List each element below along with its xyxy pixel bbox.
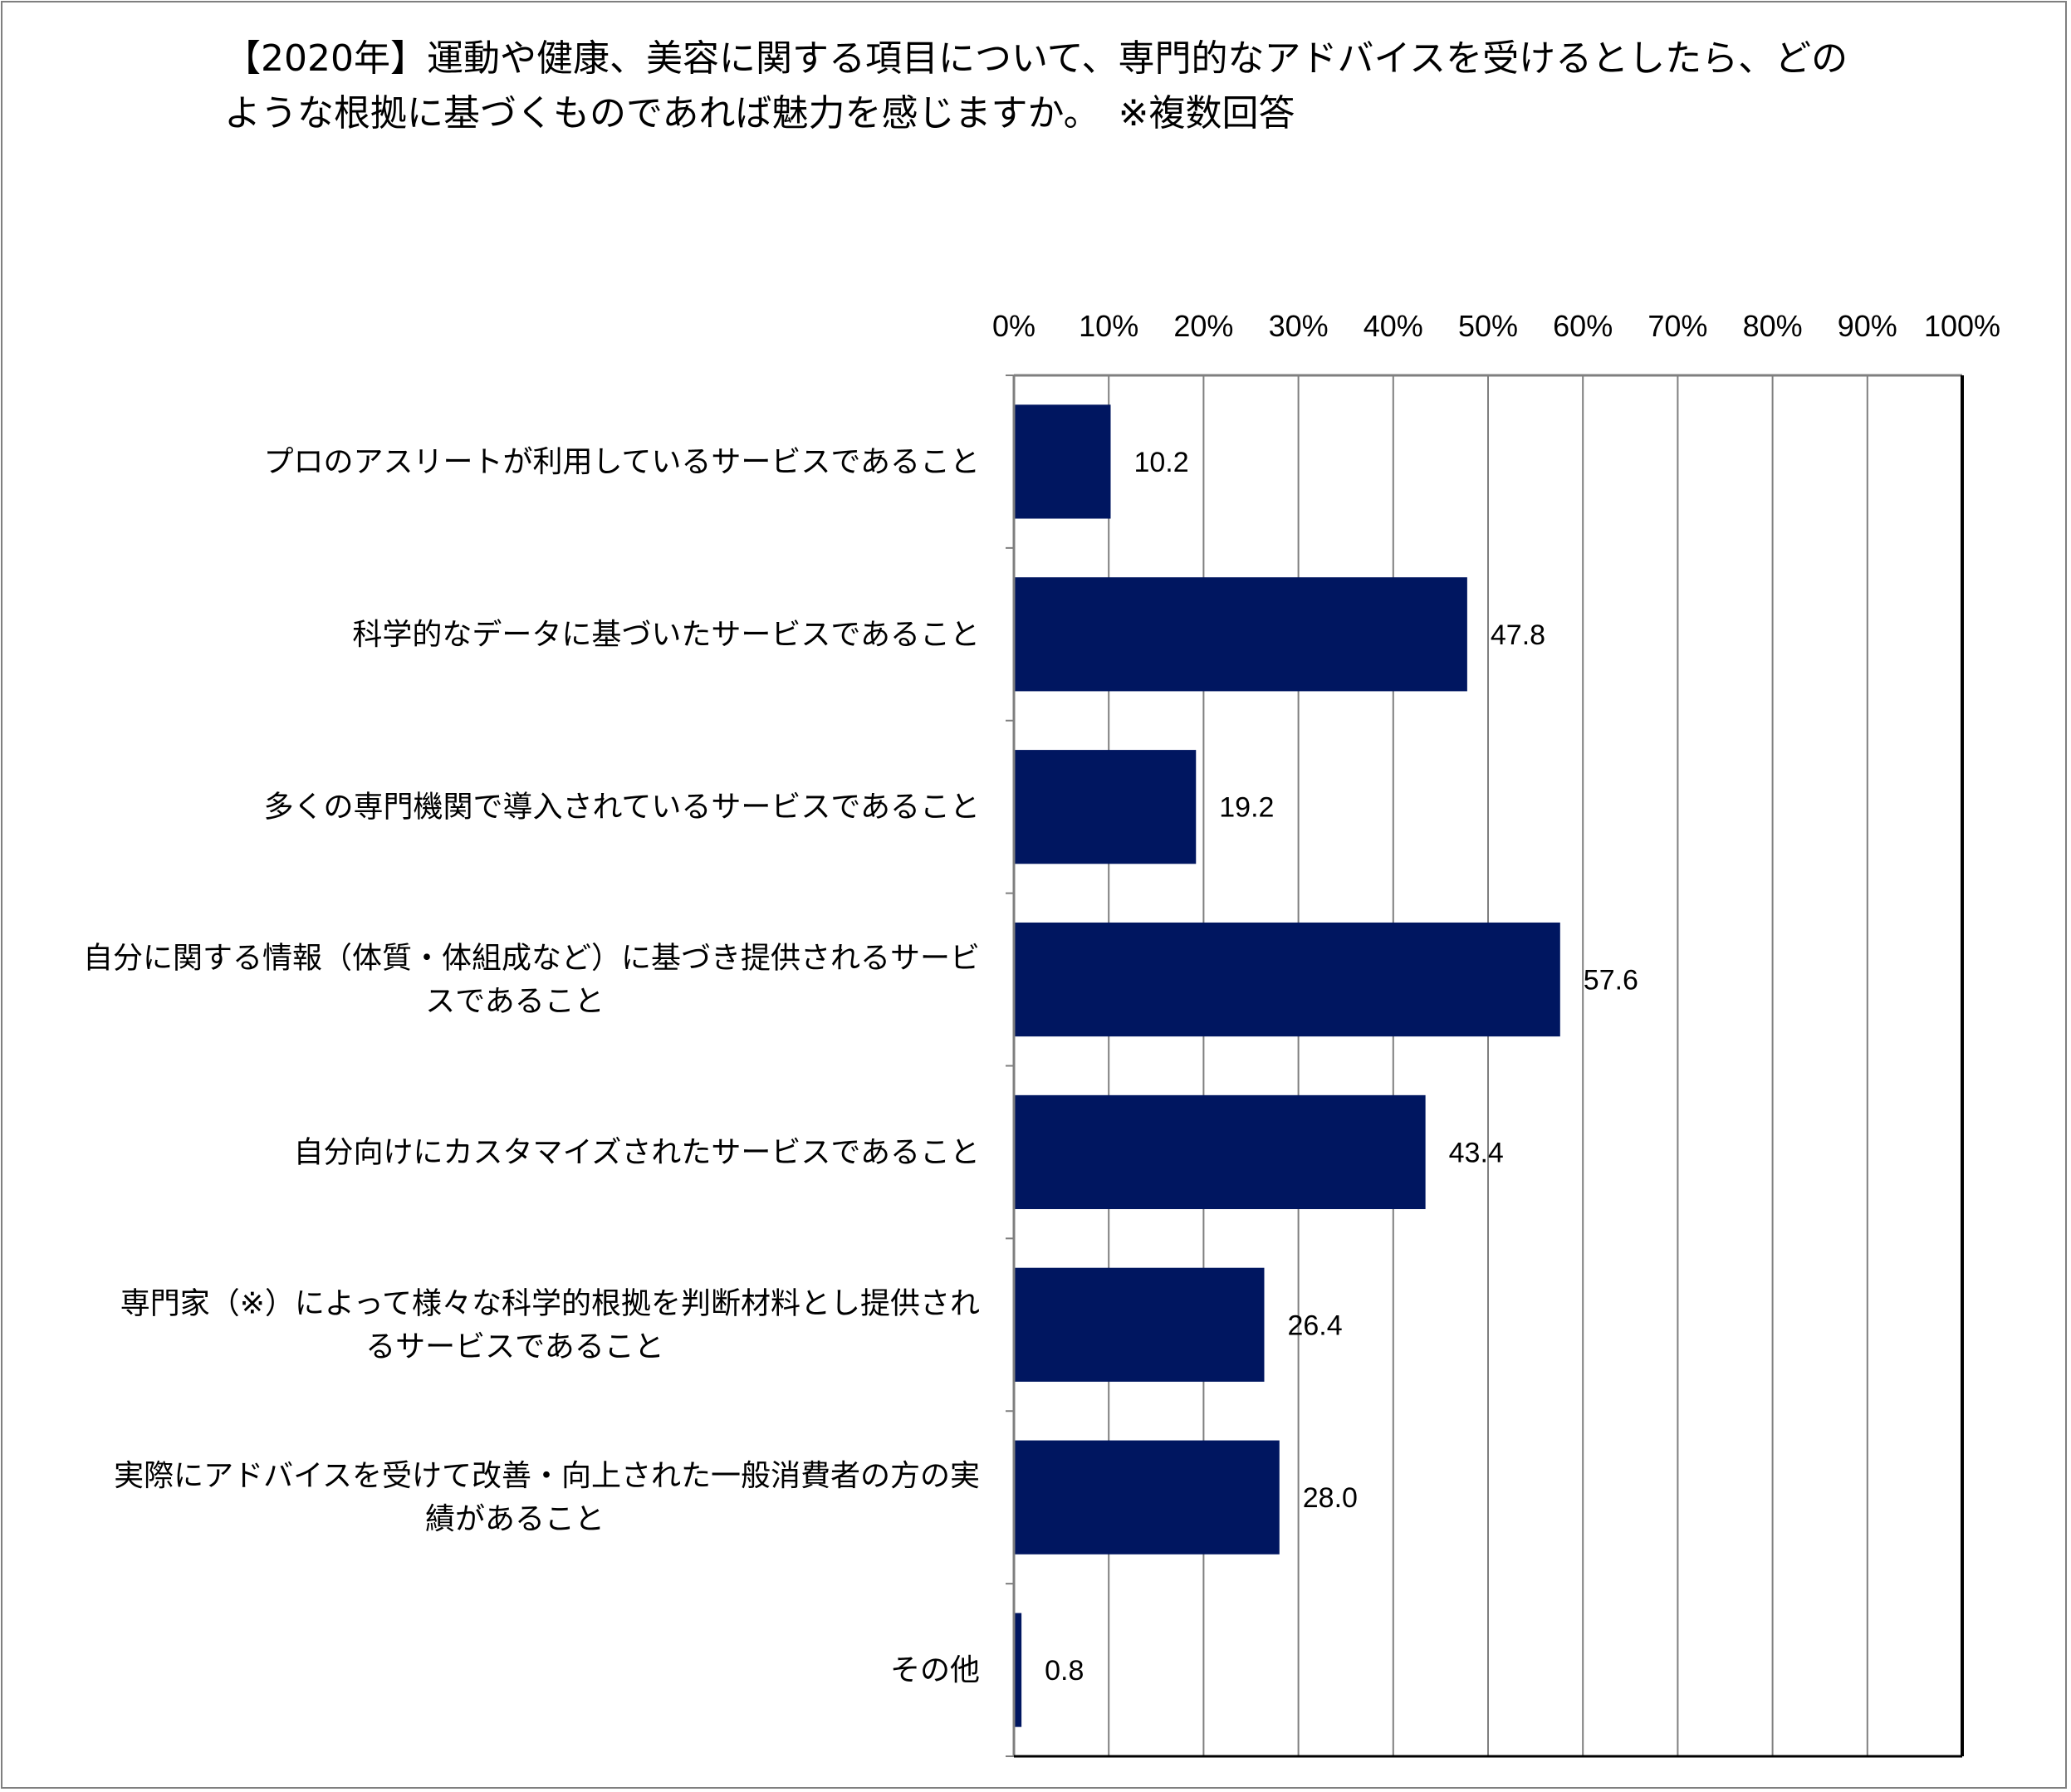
category-label: プロのアスリートが利用しているサービスであること — [263, 445, 980, 479]
category-label: 績があること — [425, 1502, 605, 1536]
category-label: 専門家（※）によって様々な科学的根拠を判断材料とし提供され — [120, 1286, 980, 1320]
x-tick-label: 80% — [1743, 309, 1803, 343]
x-tick-label: 50% — [1458, 309, 1518, 343]
x-tick-label: 20% — [1173, 309, 1233, 343]
x-tick-label: 40% — [1364, 309, 1423, 343]
category-label: 実際にアドバイスを受けて改善・向上された一般消費者の方の実 — [114, 1459, 980, 1493]
category-label: 自分に関する情報（体質・体組成など）に基づき提供されるサービ — [83, 942, 980, 976]
bar — [1014, 750, 1197, 864]
bar — [1014, 1094, 1426, 1210]
data-label: 0.8 — [1045, 1655, 1084, 1687]
category-label: るサービスであること — [365, 1329, 664, 1364]
data-label: 19.2 — [1219, 792, 1274, 824]
data-label: 43.4 — [1449, 1137, 1504, 1168]
category-label: 多くの専門機関で導入されているサービスであること — [263, 791, 980, 825]
category-label: スであること — [425, 985, 605, 1019]
data-label: 10.2 — [1133, 447, 1188, 478]
category-label: 科学的なデータに基づいたサービスであること — [352, 618, 980, 652]
bar — [1014, 922, 1560, 1037]
x-tick-label: 90% — [1838, 309, 1897, 343]
x-tick-label: 0% — [992, 309, 1036, 343]
x-tick-label: 30% — [1269, 309, 1329, 343]
data-label: 28.0 — [1303, 1482, 1358, 1514]
bar — [1014, 1613, 1022, 1727]
bar — [1014, 404, 1111, 519]
bar — [1014, 577, 1467, 692]
data-label: 26.4 — [1287, 1310, 1342, 1341]
bar — [1014, 1440, 1280, 1555]
x-tick-label: 70% — [1647, 309, 1707, 343]
data-label: 47.8 — [1491, 619, 1545, 651]
bar — [1014, 1267, 1265, 1382]
category-label: その他 — [890, 1653, 980, 1687]
x-tick-label: 60% — [1553, 309, 1613, 343]
x-tick-label: 10% — [1079, 309, 1138, 343]
data-label: 57.6 — [1584, 965, 1638, 996]
x-tick-label: 100% — [1924, 309, 2000, 343]
chart-title: 【2020年】運動や健康、美容に関する項目について、専門的なアドバイスを受けると… — [224, 37, 1848, 135]
category-label: 自分向けにカスタマイズされたサービスであること — [293, 1135, 980, 1169]
